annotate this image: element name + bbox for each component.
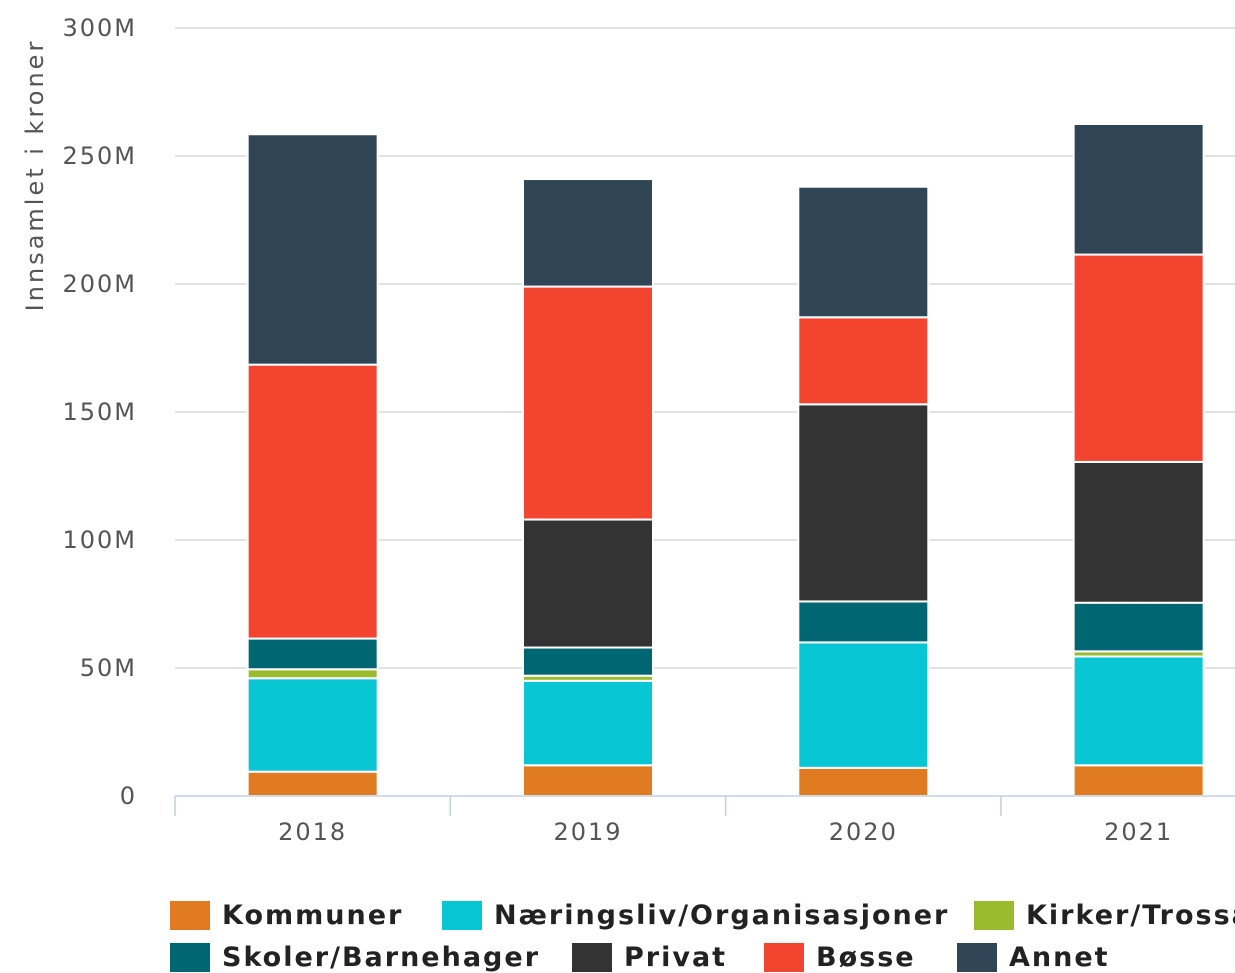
bar-segment[interactable] [1072,123,1205,256]
bar-segment[interactable] [797,600,930,644]
bars [246,123,1205,798]
y-tick-label: 250M [62,142,137,170]
legend-item[interactable]: Annet [957,942,1110,973]
bar-segment[interactable] [521,178,654,288]
x-tick-label: 2021 [1104,818,1173,846]
y-tick-label: 100M [62,526,137,554]
legend-label: Næringsliv/Organisasjoner [494,900,950,931]
legend-item[interactable]: Skoler/Barnehager [170,942,540,973]
x-axis-ticks: 2018 2019 2020 2021 [278,818,1173,846]
y-tick-label: 0 [120,782,137,810]
legend-swatch [957,943,997,972]
legend-item[interactable]: Kirker/Trossamfunn [974,900,1235,931]
bar-segment[interactable] [246,133,379,366]
legend-swatch [974,901,1014,930]
bar-segment[interactable] [1072,601,1205,653]
x-tick-label: 2020 [829,818,898,846]
y-tick-label: 200M [62,270,137,298]
bar-segment[interactable] [1072,764,1205,798]
legend-swatch [170,943,210,972]
bar-segment[interactable] [797,403,930,603]
legend-item[interactable]: Privat [572,942,727,973]
bar-segment[interactable] [797,641,930,769]
y-tick-label: 150M [62,398,137,426]
bar-segment[interactable] [521,764,654,798]
legend-item[interactable]: Kommuner [170,900,403,931]
bar-segment[interactable] [797,185,930,319]
stacked-bar-chart: 0 50M 100M 150M 200M 250M 300M 2018 2019 2020 202… [21,14,1235,846]
bar-segment[interactable] [246,363,379,640]
x-tick-label: 2018 [278,818,347,846]
y-axis-title: Innsamlet i kroner [21,39,49,312]
legend-item[interactable]: Næringsliv/Organisasjoner [442,900,949,931]
bar-segment[interactable] [521,285,654,521]
x-tick-label: 2019 [553,818,622,846]
bar-segment[interactable] [521,518,654,649]
legend: Kommuner Næringsliv/Organisasjoner Kirker/… [170,900,1235,973]
legend-label: Bøsse [816,942,916,973]
bar-segment[interactable] [797,316,930,406]
bar-segment[interactable] [1072,253,1205,463]
legend-swatch [442,901,482,930]
y-axis-ticks: 0 50M 100M 150M 200M 250M 300M [62,14,137,810]
legend-item[interactable]: Bøsse [764,942,916,973]
legend-swatch [170,901,210,930]
bar-segment[interactable] [1072,655,1205,767]
bar-segment[interactable] [246,677,379,773]
bar-segment[interactable] [521,679,654,767]
bar-segment[interactable] [246,637,379,671]
bar-segment[interactable] [797,766,930,798]
x-axis [174,795,1235,816]
y-tick-label: 50M [80,654,137,682]
bar-segment[interactable] [246,770,379,797]
legend-label: Annet [1009,942,1110,973]
legend-swatch [764,943,804,972]
bar-segment[interactable] [1072,460,1205,604]
legend-label: Kommuner [222,900,404,931]
legend-label: Kirker/Trossamfunn [1026,900,1235,931]
bar-segment[interactable] [521,646,654,677]
legend-label: Privat [624,942,728,973]
legend-label: Skoler/Barnehager [222,942,541,973]
bar-segment[interactable] [246,668,379,680]
y-tick-label: 300M [62,14,137,42]
legend-swatch [572,943,612,972]
